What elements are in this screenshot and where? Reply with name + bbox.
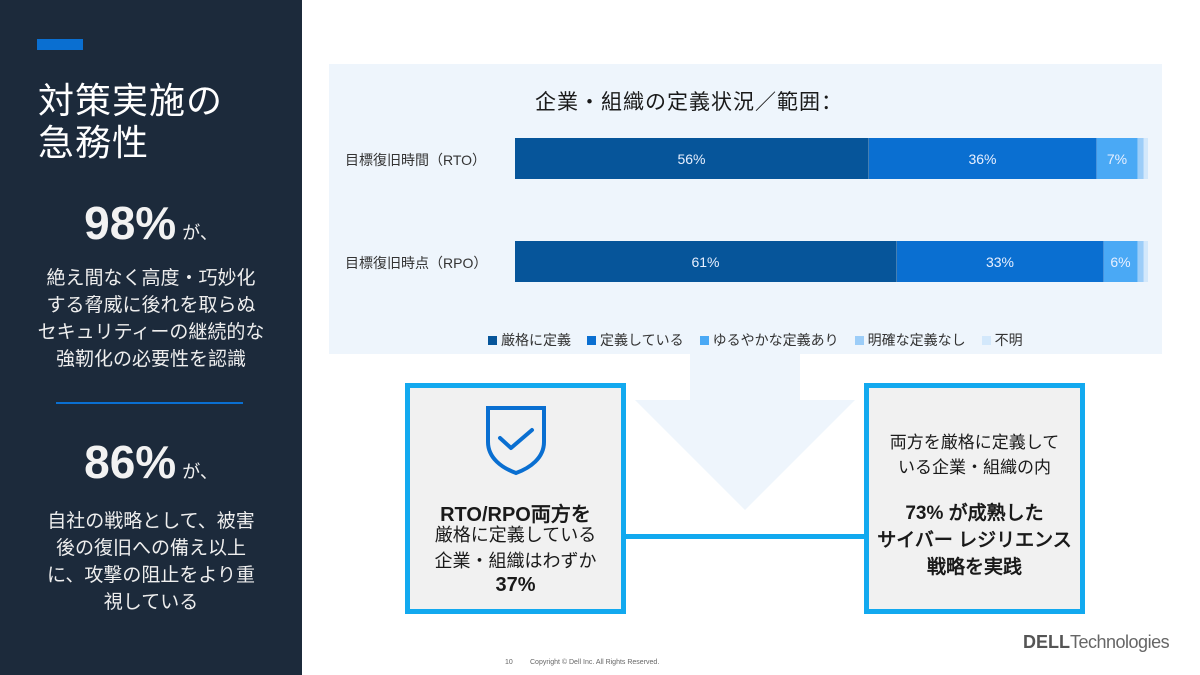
callout-right-intro: 両方を厳格に定義して いる企業・組織の内: [889, 433, 1060, 477]
bar-segment-unknown: [1144, 241, 1148, 282]
bar-segment-defined: 33%: [897, 241, 1104, 282]
callout-left-heading: RTO/RPO両方を: [440, 504, 591, 526]
stat-86: 86% が、: [84, 436, 218, 488]
bar-segment-loose: 6%: [1104, 241, 1138, 282]
callout-box-right: 両方を厳格に定義して いる企業・組織の内 73% が成熟した サイバー レジリエ…: [864, 383, 1085, 614]
bar-segment-loose: 7%: [1097, 138, 1138, 179]
callout-right-highlight: 73% が成熟した サイバー レジリエンス 戦略を実践: [877, 503, 1072, 578]
callout-left-line: 厳格に定義している: [434, 525, 597, 545]
bar-rpo: 61% 33% 6%: [515, 241, 1148, 282]
copyright: Copyright © Dell Inc. All Rights Reserve…: [530, 659, 660, 666]
page-number: 10: [505, 659, 513, 666]
sidebar-panel: 対策実施の 急務性 98% が、 絶え間なく高度・巧妙化 する脅威に後れを取らぬ …: [0, 0, 302, 675]
legend-swatch: [488, 335, 497, 345]
shield-check-icon: [486, 406, 546, 476]
legend-swatch: [587, 335, 596, 345]
row-label-rto: 目標復旧時間（RTO）: [345, 152, 487, 168]
legend-swatch: [854, 335, 864, 345]
accent-bar: [37, 39, 83, 50]
stat-86-description: 自社の戦略として、被害 後の復旧への備え以上 に、攻撃の阻止をより重 視している: [46, 511, 256, 613]
legend-swatch: [699, 335, 709, 345]
legend-item: 不明: [981, 330, 1023, 350]
divider: [56, 402, 243, 404]
legend-item: 厳格に定義: [488, 330, 571, 350]
connector-line: [626, 534, 864, 539]
legend-item: 定義している: [587, 330, 684, 350]
legend-swatch: [981, 335, 991, 345]
bar-segment-none: [1138, 138, 1144, 179]
legend-item: ゆるやかな定義あり: [699, 330, 839, 350]
callout-left-line: 企業・組織はわずか: [434, 551, 597, 571]
stat-98-description: 絶え間なく高度・巧妙化 する脅威に後れを取らぬ セキュリティーの継続的な 強靭化…: [37, 268, 265, 370]
callout-box-left: RTO/RPO両方を 厳格に定義している 企業・組織はわずか 37%: [405, 383, 626, 614]
row-label-rpo: 目標復旧時点（RPO）: [345, 255, 488, 271]
bar-segment-none: [1138, 241, 1144, 282]
bar-segment-strict: 56%: [515, 138, 869, 179]
stat-98: 98% が、: [84, 197, 218, 249]
chart-legend: 厳格に定義 定義している ゆるやかな定義あり 明確な定義なし 不明: [488, 330, 1023, 350]
bar-segment-strict: 61%: [515, 241, 897, 282]
dell-technologies-logo: DELLTechnologies: [1023, 632, 1170, 652]
bar-segment-unknown: [1144, 138, 1148, 179]
legend-item: 明確な定義なし: [854, 330, 966, 350]
chart-panel: [329, 64, 1162, 354]
bar-rto: 56% 36% 7%: [515, 138, 1148, 179]
bar-segment-defined: 36%: [869, 138, 1097, 179]
page-title: 対策実施の 急務性: [38, 80, 224, 163]
chart-title: 企業・組織の定義状況／範囲：: [535, 91, 843, 114]
callout-left-percent: 37%: [495, 574, 536, 596]
